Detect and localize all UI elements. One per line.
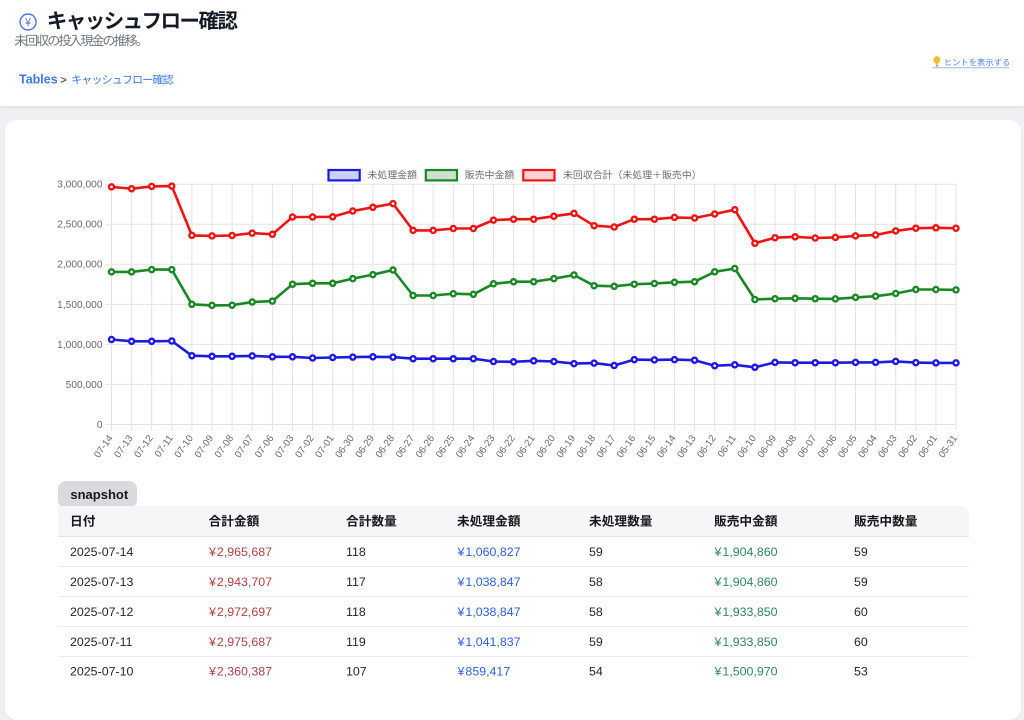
svg-text:06-01: 06-01: [917, 433, 940, 460]
svg-text:06-05: 06-05: [836, 433, 860, 460]
svg-text:¥ 1,904,860: ¥ 1,904,860: [714, 545, 778, 559]
svg-text:¥ 2,965,687: ¥ 2,965,687: [208, 545, 272, 559]
svg-text:117: 117: [346, 575, 366, 589]
svg-text:Tables: Tables: [19, 73, 58, 87]
svg-text:107: 107: [346, 665, 367, 679]
svg-text:2025-07-13: 2025-07-13: [70, 575, 133, 589]
svg-text:2,000,000: 2,000,000: [57, 260, 103, 271]
svg-text:07-08: 07-08: [213, 433, 237, 460]
svg-text:60: 60: [854, 635, 868, 649]
svg-text:07-03: 07-03: [273, 433, 297, 460]
svg-text:06-30: 06-30: [333, 433, 357, 460]
svg-text:06-02: 06-02: [896, 433, 919, 460]
svg-text:118: 118: [346, 545, 366, 559]
svg-text:¥ 1,933,850: ¥ 1,933,850: [714, 635, 778, 649]
svg-text:07-02: 07-02: [293, 433, 316, 460]
svg-text:59: 59: [589, 635, 603, 649]
svg-text:07-01: 07-01: [313, 433, 336, 460]
svg-text:59: 59: [854, 575, 868, 589]
svg-text:¥ 1,060,827: ¥ 1,060,827: [457, 545, 521, 559]
svg-text:¥ 859,417: ¥ 859,417: [457, 665, 511, 679]
svg-text:06-12: 06-12: [695, 433, 718, 460]
svg-text:¥ 1,041,837: ¥ 1,041,837: [457, 635, 521, 649]
svg-text:2025-07-11: 2025-07-11: [70, 635, 133, 649]
svg-text:500,000: 500,000: [66, 380, 103, 391]
svg-text:¥ 1,038,847: ¥ 1,038,847: [457, 575, 521, 589]
svg-text:¥ 2,360,387: ¥ 2,360,387: [208, 665, 272, 679]
svg-text:07-10: 07-10: [173, 433, 197, 460]
svg-text:06-20: 06-20: [535, 433, 559, 460]
svg-text:3,000,000: 3,000,000: [57, 180, 103, 191]
svg-text:06-15: 06-15: [635, 433, 659, 460]
svg-text:06-09: 06-09: [756, 433, 779, 460]
svg-text:¥ 1,904,860: ¥ 1,904,860: [714, 575, 778, 589]
svg-text:60: 60: [854, 605, 868, 619]
svg-text:2025-07-12: 2025-07-12: [70, 605, 133, 619]
svg-text:05-31: 05-31: [937, 433, 960, 460]
svg-text:07-14: 07-14: [92, 433, 116, 460]
svg-text:06-11: 06-11: [716, 433, 739, 459]
svg-text:06-16: 06-16: [615, 433, 639, 460]
svg-text:1,500,000: 1,500,000: [57, 300, 103, 311]
svg-text:¥ 2,972,697: ¥ 2,972,697: [208, 605, 272, 619]
svg-text:¥ 1,500,970: ¥ 1,500,970: [714, 665, 778, 679]
svg-text:07-11: 07-11: [153, 433, 176, 459]
svg-text:06-19: 06-19: [555, 433, 578, 460]
svg-text:06-29: 06-29: [354, 433, 377, 460]
svg-text:58: 58: [589, 575, 603, 589]
svg-text:07-09: 07-09: [193, 433, 216, 460]
svg-text:2025-07-10: 2025-07-10: [70, 665, 133, 679]
svg-text:06-23: 06-23: [474, 433, 498, 460]
svg-text:06-04: 06-04: [856, 433, 880, 460]
svg-text:06-03: 06-03: [876, 433, 900, 460]
svg-text:06-27: 06-27: [394, 433, 417, 460]
svg-text:59: 59: [589, 545, 603, 559]
svg-text:¥ 2,975,687: ¥ 2,975,687: [208, 635, 272, 649]
svg-text:06-08: 06-08: [776, 433, 800, 460]
svg-text:07-06: 07-06: [253, 433, 277, 460]
svg-text:06-28: 06-28: [374, 433, 398, 460]
svg-text:119: 119: [346, 635, 366, 649]
svg-text:07-07: 07-07: [233, 433, 256, 460]
svg-text:06-21: 06-21: [514, 433, 537, 460]
svg-text:118: 118: [346, 605, 366, 619]
svg-text:2025-07-14: 2025-07-14: [70, 545, 133, 559]
svg-text:06-07: 06-07: [796, 433, 819, 460]
svg-text:06-14: 06-14: [655, 433, 679, 460]
svg-text:06-26: 06-26: [414, 433, 438, 460]
svg-text:¥ 2,943,707: ¥ 2,943,707: [208, 575, 272, 589]
svg-text:06-06: 06-06: [816, 433, 840, 460]
svg-text:06-13: 06-13: [675, 433, 699, 460]
svg-text:06-22: 06-22: [494, 433, 517, 460]
svg-text:¥ 1,038,847: ¥ 1,038,847: [457, 605, 521, 619]
svg-text:06-25: 06-25: [434, 433, 458, 460]
svg-text:1,000,000: 1,000,000: [57, 340, 103, 351]
svg-text:snapshot: snapshot: [70, 487, 128, 502]
svg-text:06-18: 06-18: [575, 433, 599, 460]
svg-text:06-10: 06-10: [736, 433, 760, 460]
svg-text:06-17: 06-17: [595, 433, 618, 460]
svg-text:07-12: 07-12: [132, 433, 155, 460]
svg-text:06-24: 06-24: [454, 433, 478, 460]
svg-text:07-13: 07-13: [112, 433, 136, 460]
svg-text:53: 53: [854, 665, 868, 679]
svg-text:59: 59: [854, 545, 868, 559]
svg-text:2,500,000: 2,500,000: [57, 220, 103, 231]
svg-text:¥ 1,933,850: ¥ 1,933,850: [714, 605, 778, 619]
svg-text:>: >: [60, 74, 66, 86]
svg-text:0: 0: [97, 420, 103, 431]
svg-text:58: 58: [589, 605, 603, 619]
svg-text:54: 54: [589, 665, 603, 679]
